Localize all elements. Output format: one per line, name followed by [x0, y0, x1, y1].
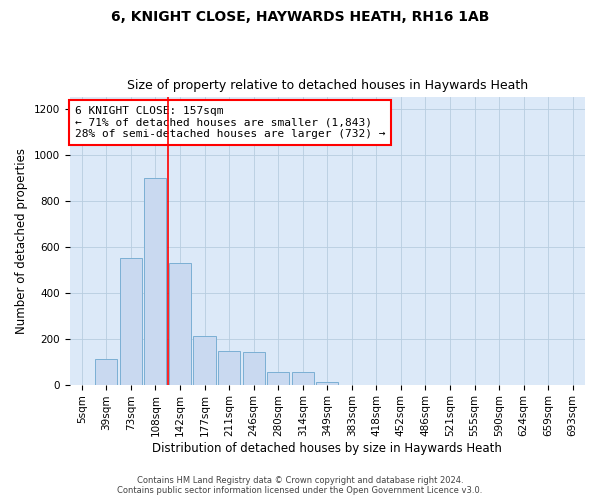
Bar: [218, 352, 240, 384]
Bar: [242, 352, 265, 384]
Bar: [267, 372, 289, 384]
Bar: [145, 178, 166, 384]
Y-axis label: Number of detached properties: Number of detached properties: [15, 148, 28, 334]
Bar: [95, 360, 118, 384]
Title: Size of property relative to detached houses in Haywards Heath: Size of property relative to detached ho…: [127, 79, 528, 92]
Bar: [316, 382, 338, 384]
Bar: [169, 263, 191, 384]
Text: Contains HM Land Registry data © Crown copyright and database right 2024.
Contai: Contains HM Land Registry data © Crown c…: [118, 476, 482, 495]
Bar: [120, 258, 142, 384]
Text: 6, KNIGHT CLOSE, HAYWARDS HEATH, RH16 1AB: 6, KNIGHT CLOSE, HAYWARDS HEATH, RH16 1A…: [111, 10, 489, 24]
Bar: [193, 336, 215, 384]
Text: 6 KNIGHT CLOSE: 157sqm
← 71% of detached houses are smaller (1,843)
28% of semi-: 6 KNIGHT CLOSE: 157sqm ← 71% of detached…: [74, 106, 385, 139]
Bar: [292, 372, 314, 384]
X-axis label: Distribution of detached houses by size in Haywards Heath: Distribution of detached houses by size …: [152, 442, 502, 455]
